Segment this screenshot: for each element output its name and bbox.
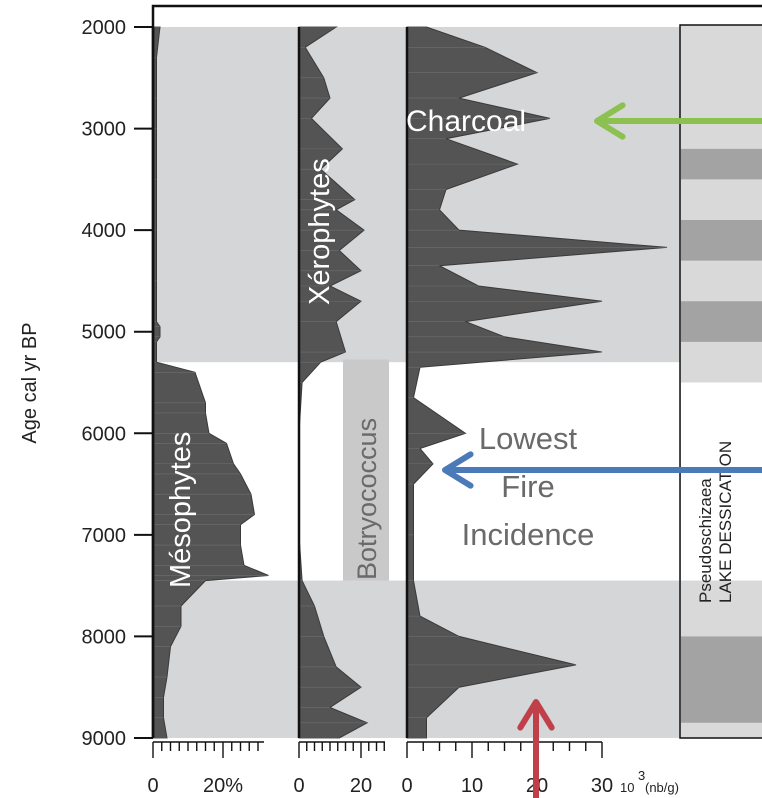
label-xerophytes: Xérophytes (304, 158, 336, 305)
label-botryococcus: Botryococcus (352, 418, 382, 580)
label-fire-line-3: Incidence (462, 517, 595, 552)
arrows (442, 102, 762, 798)
strip-title-line-1: Pseudoschizaea (696, 478, 715, 603)
age-tick-label: 3000 (82, 119, 127, 141)
age-tick-label: 4000 (82, 220, 127, 242)
x-tick-label: 0 (147, 775, 158, 797)
x-tick-label: 0 (293, 775, 304, 797)
panel-charcoal (405, 26, 668, 739)
x-axis-2: 0102030 (401, 741, 613, 797)
strip-frame (679, 24, 762, 739)
blue-arrow (442, 451, 762, 489)
strip-band-3 (681, 636, 762, 723)
charcoal-units-exp: 3 (638, 768, 645, 783)
x-tick-label: 20% (203, 775, 243, 797)
x-axis-0: 0 20% (147, 741, 264, 797)
green-arrow (594, 102, 762, 140)
x-tick-label: 0 (401, 775, 412, 797)
age-tick-label: 6000 (82, 423, 127, 445)
strip-band-0 (681, 148, 762, 180)
x-axis-1: 0 20 (293, 741, 385, 797)
age-tick-label: 5000 (82, 322, 127, 344)
age-axis-title: Age cal yr BP (19, 322, 41, 443)
age-tick-label: 2000 (82, 17, 127, 39)
charcoal-units-text: (nb/g) (645, 780, 679, 795)
label-fire-line-1: Lowest (479, 421, 578, 456)
arrow-head (517, 699, 555, 731)
strip-title: Pseudoschizaea LAKE DESSICATION (696, 441, 735, 603)
red-arrow (517, 699, 555, 798)
arrow-head (442, 451, 474, 489)
arrow-head (594, 102, 626, 140)
age-axis: 2000 3000 4000 5000 6000 7000 8000 9000 Age cal … (19, 17, 155, 750)
strip-title-line-2: LAKE DESSICATION (716, 441, 735, 603)
charcoal-units-base: 10 (620, 780, 634, 795)
age-tick-label: 9000 (82, 728, 127, 750)
botryococcus-box (343, 359, 389, 581)
label-fire-line-2: Fire (501, 469, 554, 504)
strip-clear-zone (681, 382, 762, 581)
x-axes: 020%0200102030103(nb/g) (147, 741, 679, 797)
panel-labels: Mésophytes Xérophytes Charcoal Botryococcus… (165, 105, 594, 588)
x-tick-label: 20 (350, 775, 372, 797)
strip-band-1 (681, 219, 762, 261)
panel-xérophytes (297, 26, 369, 739)
lake-dessication-strip: Pseudoschizaea LAKE DESSICATION (151, 4, 762, 739)
profile-area-1 (298, 26, 369, 739)
top-frame (151, 4, 762, 27)
age-tick-label: 8000 (82, 626, 127, 648)
label-charcoal: Charcoal (406, 105, 526, 138)
strip-band-2 (681, 301, 762, 342)
profile-area-0 (152, 26, 269, 739)
x-tick-label: 10 (461, 775, 483, 797)
age-tick-label: 7000 (82, 525, 127, 547)
x-tick-label: 30 (591, 775, 613, 797)
label-mesophytes: Mésophytes (165, 432, 197, 588)
